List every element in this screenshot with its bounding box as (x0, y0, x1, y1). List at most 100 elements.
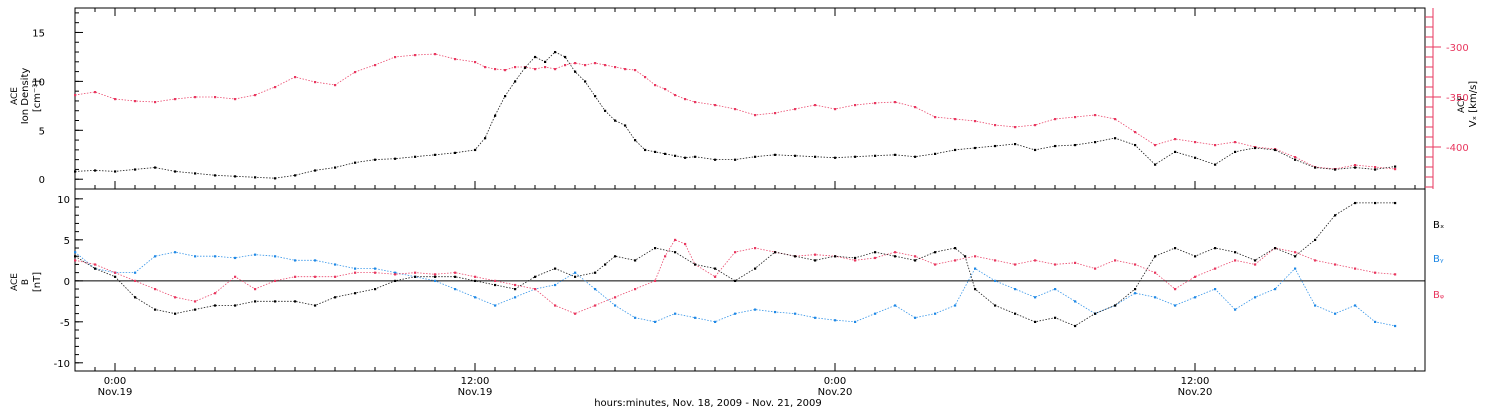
data-point-by (834, 319, 837, 322)
data-point-density (374, 158, 377, 161)
data-point-vx (574, 62, 577, 65)
data-point-by (374, 267, 377, 270)
data-point-bz (1314, 259, 1317, 262)
data-point-density (994, 144, 997, 148)
data-point-vx (674, 94, 677, 97)
y-tick-label-b: 0 (64, 277, 70, 288)
data-point-by (594, 288, 597, 291)
data-point-bz (314, 275, 317, 278)
data-point-bz (934, 263, 937, 266)
data-point-density (854, 155, 857, 158)
top-panel-frame (74, 7, 1426, 190)
data-point-bz (714, 275, 717, 278)
data-point-bz (174, 296, 177, 299)
data-point-by (494, 304, 497, 307)
data-point-bz (654, 279, 657, 283)
data-point-vx (1394, 168, 1397, 171)
data-point-vx (834, 108, 837, 111)
data-point-density (574, 70, 577, 73)
y-tick-label-b: -10 (54, 359, 70, 370)
data-point-bz (1194, 275, 1197, 278)
data-point-density (294, 174, 297, 177)
top-left-label-line-3: [cm⁻³] (32, 80, 43, 112)
data-point-density (274, 177, 277, 180)
data-point-vx (1034, 124, 1037, 127)
data-point-bz (374, 271, 377, 274)
data-point-bx (794, 255, 797, 258)
data-point-density (1274, 148, 1277, 152)
legend-by: Bᵧ (1433, 254, 1444, 265)
bottom-left-label-line-1: ACE (10, 273, 20, 291)
data-point-vx (414, 54, 417, 57)
data-point-bx (1254, 259, 1257, 262)
data-point-by (1194, 296, 1197, 299)
top-left-label-line-2: Ion Density (20, 68, 31, 125)
data-point-bz (94, 263, 97, 266)
data-point-bz (1254, 263, 1257, 266)
data-point-bz (394, 273, 397, 276)
data-point-density (234, 175, 237, 178)
data-point-bx (134, 296, 137, 299)
data-point-bz (554, 304, 557, 307)
data-point-by (314, 259, 317, 262)
data-point-bz (1394, 273, 1397, 276)
data-point-density (834, 156, 837, 159)
data-point-vx (534, 68, 537, 71)
x-axis-title: hours:minutes, Nov. 18, 2009 - Nov. 21, … (594, 398, 822, 409)
x-tick-label-date: Nov.19 (98, 387, 133, 398)
data-point-vx (814, 104, 817, 107)
data-point-by (174, 251, 177, 254)
data-point-vx (1114, 118, 1117, 121)
series-trace-bx (74, 202, 1395, 327)
data-point-density (494, 114, 497, 117)
data-point-vx (1154, 144, 1157, 147)
y-tick-label-density: 10 (32, 77, 45, 88)
data-point-bx (534, 275, 537, 278)
y-tick-label-density: 0 (39, 175, 45, 186)
data-point-bx (434, 275, 437, 278)
series-trace-density (74, 51, 1396, 179)
data-point-by (1074, 300, 1077, 303)
data-point-density (1074, 143, 1077, 147)
data-point-by (394, 271, 397, 274)
data-point-vx (1234, 141, 1237, 144)
data-point-bx (714, 267, 717, 270)
y-tick-label-density: 5 (39, 126, 45, 137)
data-point-bx (1114, 304, 1117, 307)
data-point-density (524, 66, 527, 69)
y-tick-label-vx: -400 (1446, 143, 1469, 154)
x-tick-label-time: 12:00 (461, 376, 490, 387)
y-tick-label-b: 10 (57, 195, 70, 206)
data-point-vx (604, 64, 607, 67)
data-point-vx (194, 96, 197, 99)
data-point-bz (534, 288, 537, 291)
data-point-density (794, 154, 797, 157)
data-point-vx (554, 68, 557, 71)
data-point-bz (594, 304, 597, 307)
data-point-bx (894, 255, 897, 258)
data-point-by (1394, 324, 1397, 328)
y-tick-label-vx: -350 (1446, 93, 1469, 104)
data-point-bz (1054, 263, 1057, 266)
data-point-by (294, 259, 297, 262)
data-point-by (454, 288, 457, 291)
data-point-by (234, 256, 237, 260)
data-point-bx (454, 275, 457, 278)
data-point-bz (1214, 267, 1217, 270)
top-right-label-line-1: ACE (1457, 95, 1467, 113)
data-point-by (1234, 308, 1237, 311)
data-point-vx (1134, 131, 1137, 134)
data-point-bz (674, 238, 677, 242)
data-point-bz (474, 275, 477, 278)
data-point-vx (434, 53, 437, 56)
data-point-density (564, 55, 567, 59)
data-point-density (894, 153, 897, 156)
data-point-by (694, 316, 697, 319)
data-point-density (94, 169, 97, 172)
bottom-left-label-line-2: B (21, 279, 31, 285)
data-point-by (1134, 292, 1137, 295)
x-tick-label-date: Nov.20 (1178, 387, 1213, 398)
data-point-bx (614, 255, 617, 258)
data-point-bz (574, 312, 577, 315)
